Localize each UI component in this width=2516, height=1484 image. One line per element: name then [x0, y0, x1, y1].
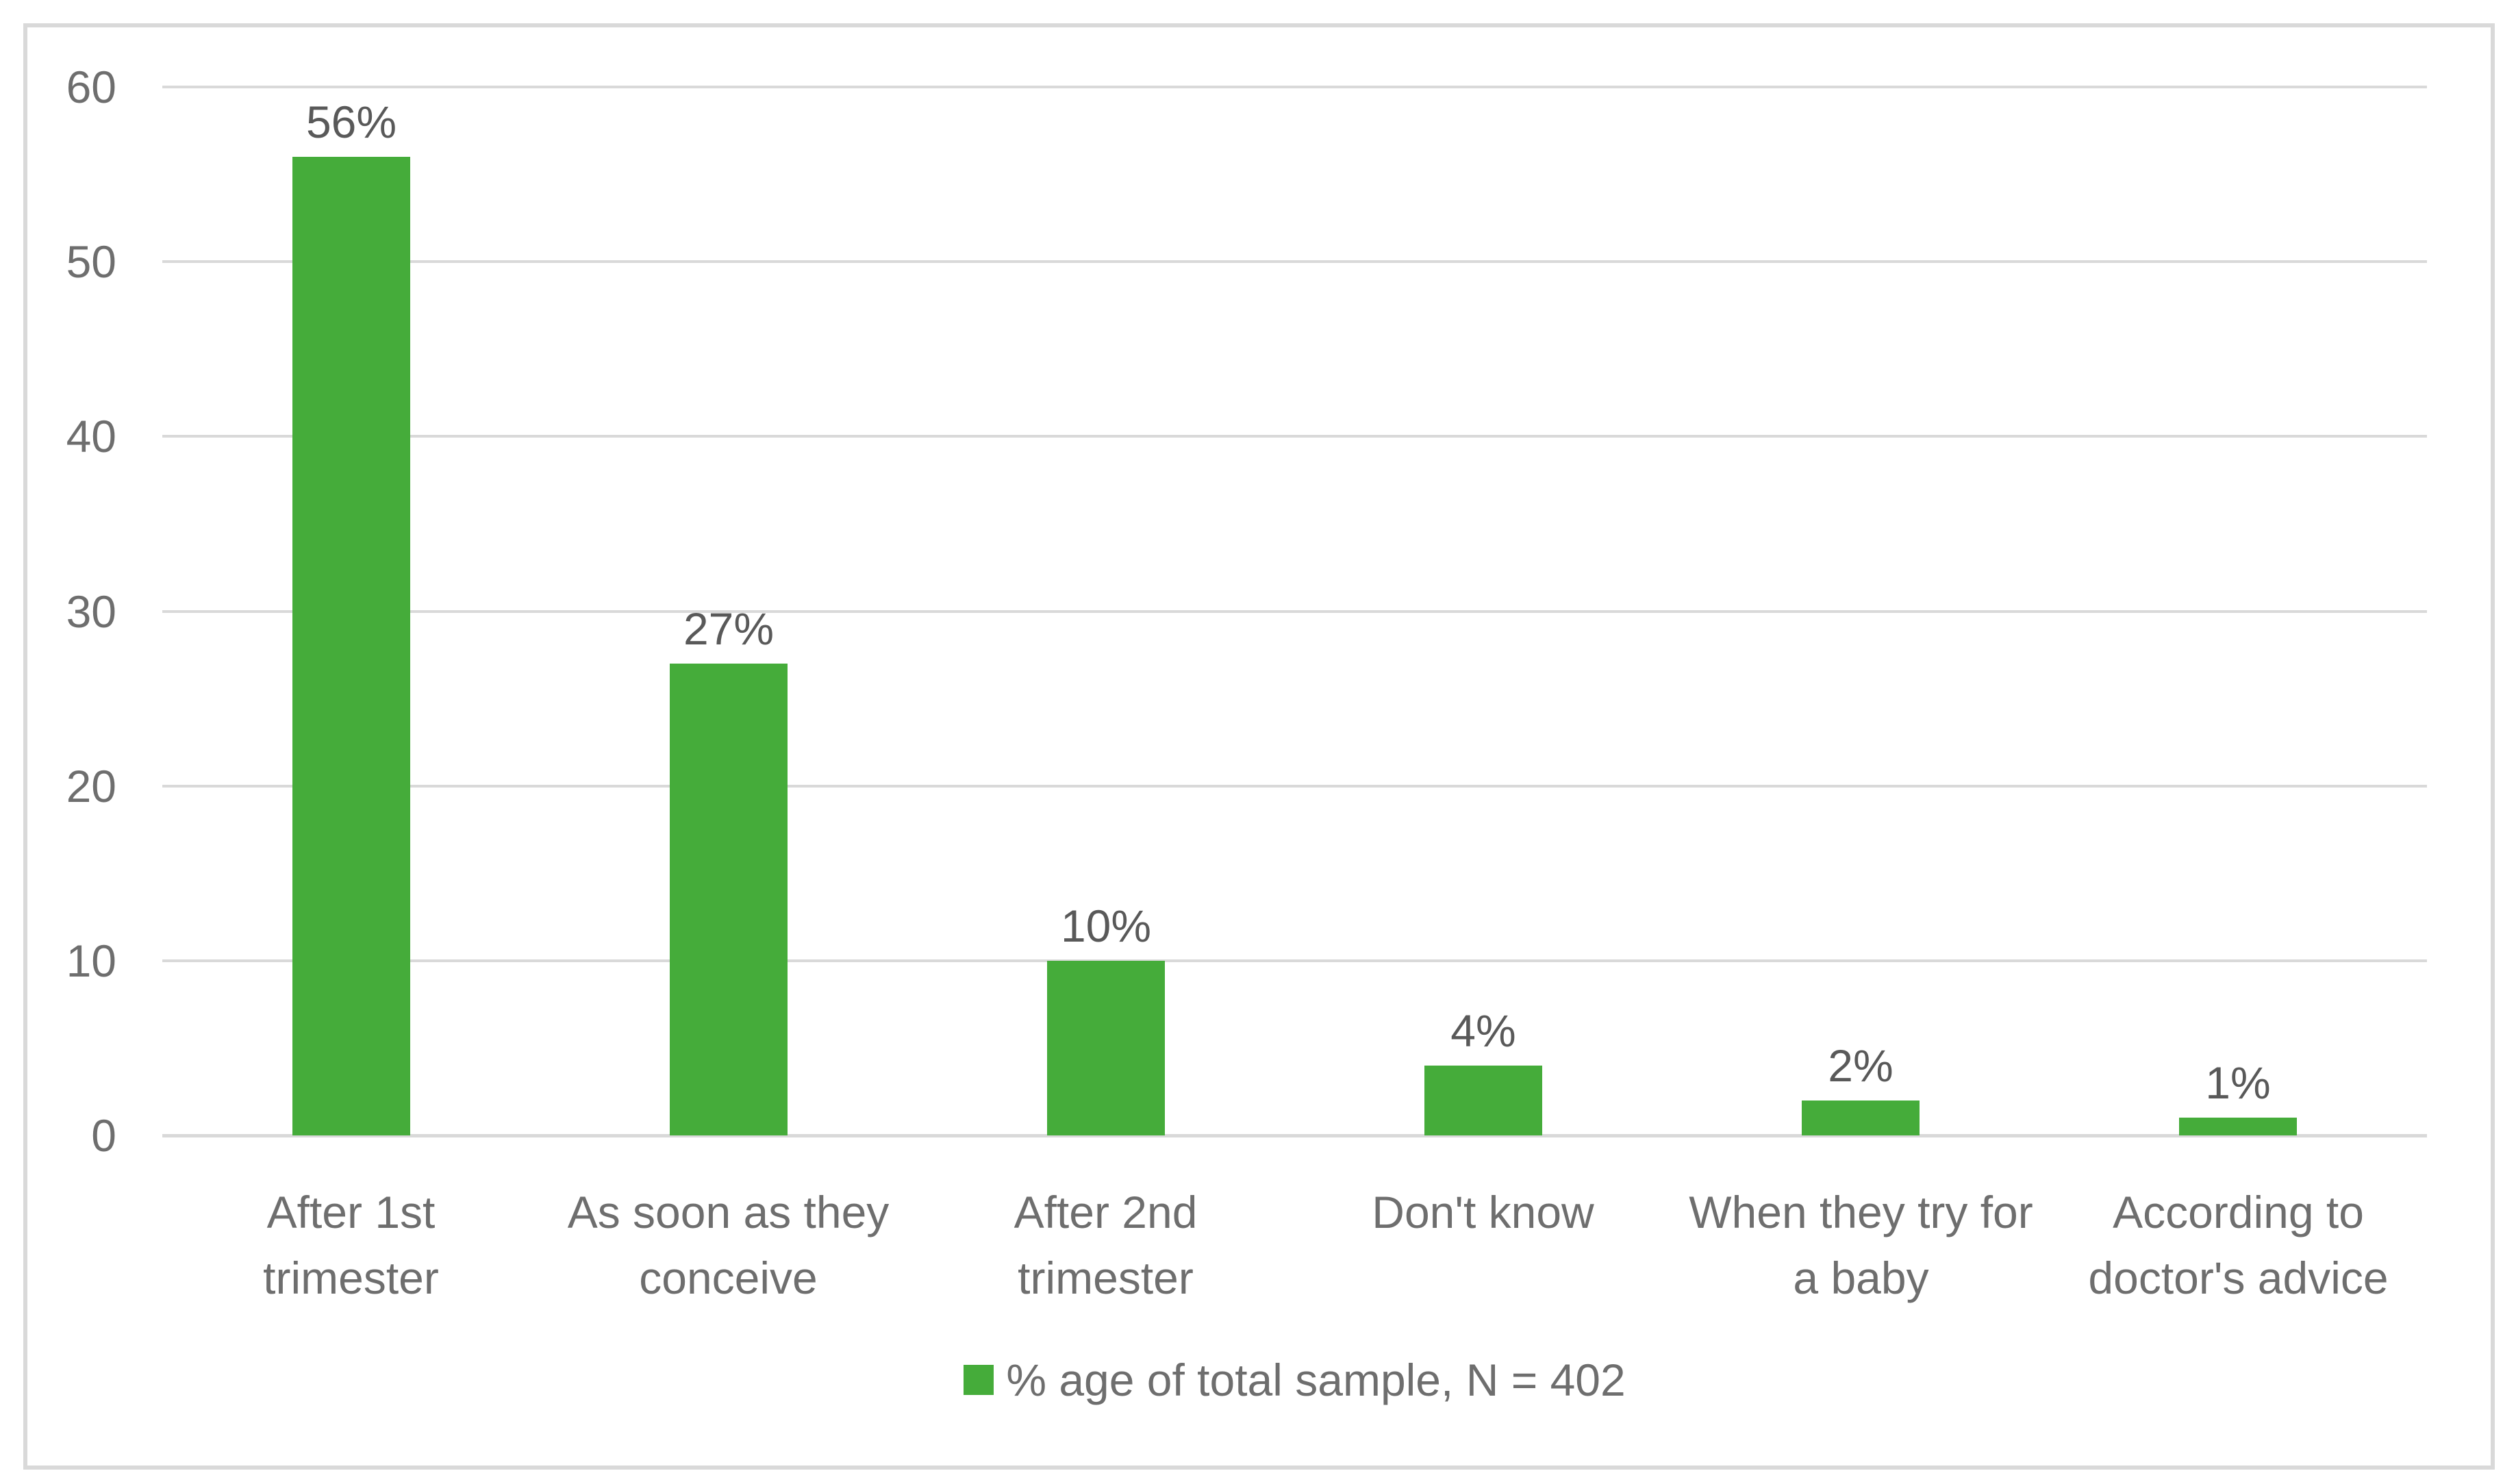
bar: [2179, 1118, 2297, 1135]
y-axis-tick-label: 10: [66, 935, 116, 986]
y-axis-tick-label: 50: [66, 236, 116, 287]
bar: [1802, 1101, 1920, 1135]
bar: [670, 664, 788, 1135]
bar-value-label: 2%: [1828, 1040, 1894, 1091]
bar-value-label: 4%: [1450, 1005, 1516, 1056]
bar-value-label: 56%: [305, 97, 397, 147]
x-axis-category-label: Don't know: [1372, 1187, 1594, 1237]
legend-label: % age of total sample, N = 402: [1006, 1355, 1626, 1405]
bar-value-label: 10%: [1060, 901, 1152, 951]
x-axis-category-label: After 2nd trimester: [1014, 1187, 1198, 1303]
x-axis-line: [162, 1134, 2427, 1137]
bar: [1047, 961, 1165, 1135]
x-axis-category-label: After 1st trimester: [263, 1187, 439, 1303]
x-axis-category-label: When they try for a baby: [1689, 1187, 2033, 1303]
y-axis-tick-label: 0: [91, 1110, 116, 1161]
y-axis-tick-label: 20: [66, 761, 116, 812]
gridline: [162, 785, 2427, 788]
bar-value-label: 27%: [683, 603, 775, 654]
gridline: [162, 610, 2427, 613]
gridline: [162, 260, 2427, 263]
bar: [292, 157, 410, 1135]
y-axis-tick-label: 40: [66, 411, 116, 462]
x-axis-category-label: As soon as they conceive: [567, 1187, 890, 1303]
bar-value-label: 1%: [2205, 1057, 2271, 1108]
bar: [1424, 1066, 1542, 1135]
gridline: [162, 959, 2427, 962]
legend-marker: [964, 1365, 994, 1395]
chart-border: [23, 23, 2495, 1470]
gridline: [162, 86, 2427, 88]
y-axis-tick-label: 30: [66, 586, 116, 637]
gridline: [162, 435, 2427, 438]
x-axis-category-label: According to doctor's advice: [2088, 1187, 2389, 1303]
legend: % age of total sample, N = 402: [162, 1357, 2427, 1403]
y-axis-tick-label: 60: [66, 62, 116, 112]
